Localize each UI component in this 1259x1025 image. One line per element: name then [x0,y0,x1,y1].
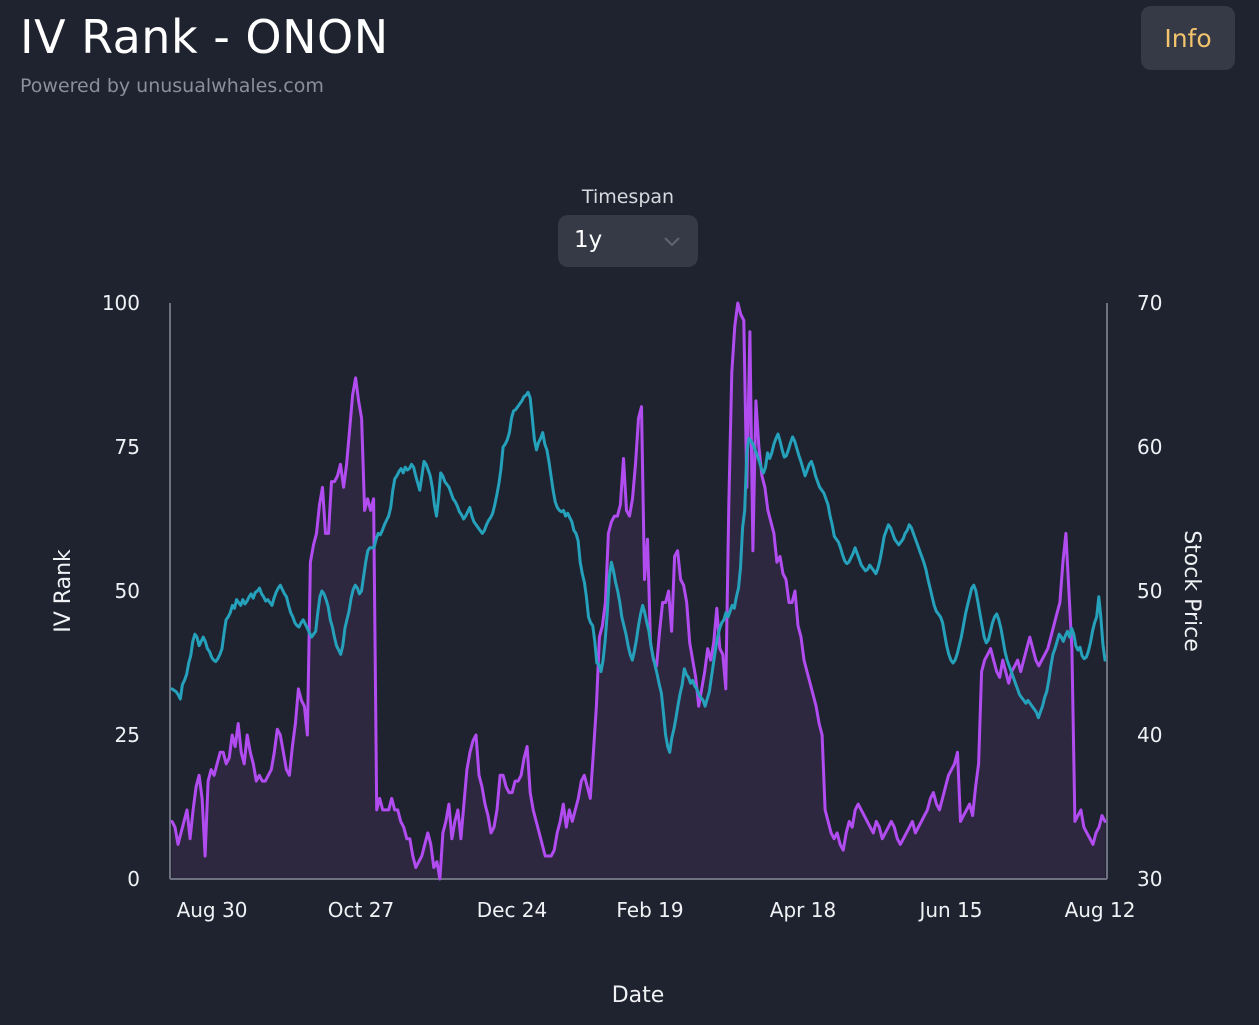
iv-rank-area [172,303,1105,879]
y-tick-label: 0 [127,867,140,891]
x-tick-label: Feb 19 [616,898,683,922]
y2-tick-label: 40 [1137,723,1162,747]
info-button[interactable]: Info [1141,6,1235,70]
y-axis-title: IV Rank [51,549,76,633]
y2-tick-label: 70 [1137,291,1162,315]
y-tick-label: 50 [115,579,140,603]
timespan-value: 1y [574,227,603,253]
x-tick-label: Aug 12 [1065,898,1136,922]
stock-price-line [170,390,1107,754]
timespan-label: Timespan [581,186,675,208]
x-tick-label: Dec 24 [477,898,548,922]
x-axis-title: Date [612,983,665,1008]
page-title: IV Rank - ONON [20,10,389,64]
timespan-select[interactable]: 1y [558,215,698,267]
y-tick-label: 75 [115,435,140,459]
powered-by-text: Powered by unusualwhales.com [20,75,324,97]
x-tick-label: Apr 18 [770,898,836,922]
chevron-down-icon [662,233,682,252]
x-tick-label: Jun 15 [917,898,982,922]
y2-tick-label: 50 [1137,579,1162,603]
x-tick-label: Aug 30 [177,898,248,922]
y-tick-label: 25 [115,723,140,747]
iv-rank-line [170,301,1107,881]
y2-tick-label: 30 [1137,867,1162,891]
x-tick-label: Oct 27 [328,898,394,922]
y2-tick-label: 60 [1137,435,1162,459]
y-tick-label: 100 [102,291,140,315]
y2-axis-title: Stock Price [1179,530,1204,652]
